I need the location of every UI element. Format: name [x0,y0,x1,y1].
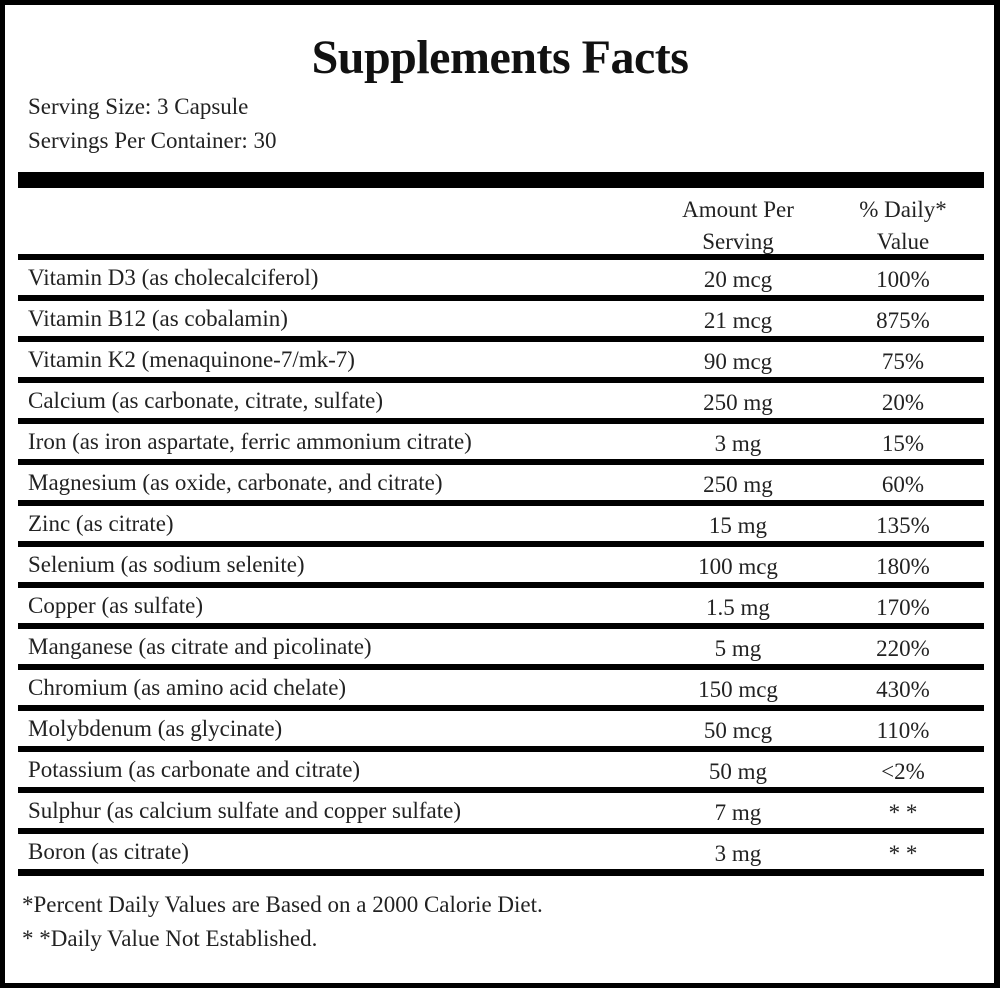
table-row: Molybdenum (as glycinate) 50 mcg 110% [18,705,984,746]
table-row: Vitamin D3 (as cholecalciferol) 20 mcg 100… [18,254,984,295]
amount-header-line2: Serving [702,229,774,254]
nutrient-name: Vitamin B12 (as cobalamin) [28,306,288,331]
nutrient-name: Zinc (as citrate) [28,511,174,536]
nutrient-amount: 20 mcg [703,267,773,292]
table-header: Amount Per Serving % Daily* Value [18,188,984,254]
nutrient-amount: 15 mg [708,513,768,538]
nutrient-daily-value: 100% [876,267,930,292]
nutrient-amount: 7 mg [714,800,762,825]
nutrient-daily-value: <2% [881,759,925,784]
table-row: Iron (as iron aspartate, ferric ammonium… [18,418,984,459]
table-row: Potassium (as carbonate and citrate) 50 m… [18,746,984,787]
serving-size: Serving Size: 3 Capsule [28,94,249,119]
nutrient-name: Manganese (as citrate and picolinate) [28,634,372,659]
nutrient-daily-value: 170% [876,595,930,620]
nutrient-amount: 3 mg [714,431,762,456]
table-row: Vitamin K2 (menaquinone-7/mk-7) 90 mcg 75% [18,336,984,377]
nutrient-name: Boron (as citrate) [28,839,189,864]
servings-per-container: Servings Per Container: 30 [28,128,277,153]
nutrient-amount: 250 mg [703,472,773,497]
thick-divider [18,172,984,188]
nutrient-daily-value: 20% [881,390,925,415]
nutrient-name: Selenium (as sodium selenite) [28,552,305,577]
table-row: Magnesium (as oxide, carbonate, and citr… [18,459,984,500]
footnote-daily-values: *Percent Daily Values are Based on a 200… [22,892,543,917]
footnote-not-established: * *Daily Value Not Established. [22,926,318,951]
nutrient-amount: 150 mcg [698,677,778,702]
nutrient-amount: 5 mg [714,636,762,661]
nutrient-daily-value: 15% [881,431,925,456]
nutrient-name: Magnesium (as oxide, carbonate, and citr… [28,470,443,495]
dv-header-line2: Value [876,229,930,254]
table-row: Calcium (as carbonate, citrate, sulfate)… [18,377,984,418]
nutrient-amount: 50 mcg [703,718,773,743]
nutrient-daily-value: 180% [876,554,930,579]
nutrient-daily-value: 135% [876,513,930,538]
nutrient-amount: 90 mcg [703,349,773,374]
table-row: Chromium (as amino acid chelate) 150 mcg 4… [18,664,984,705]
nutrient-name: Molybdenum (as glycinate) [28,716,283,741]
amount-header-line1: Amount Per [682,197,794,222]
nutrient-daily-value: 875% [876,308,930,333]
nutrient-name: Sulphur (as calcium sulfate and copper s… [28,798,462,823]
nutrient-name: Calcium (as carbonate, citrate, sulfate) [28,388,384,413]
nutrient-amount: 250 mg [703,390,773,415]
dv-header-line1: % Daily* [859,197,947,222]
nutrient-amount: 100 mcg [698,554,778,579]
nutrient-amount: 21 mcg [703,308,773,333]
table-row: Copper (as sulfate) 1.5 mg 170% [18,582,984,623]
table-row: Vitamin B12 (as cobalamin) 21 mcg 875% [18,295,984,336]
nutrient-daily-value: 75% [881,349,925,374]
nutrient-daily-value: * * [888,800,918,825]
nutrient-amount: 3 mg [714,841,762,866]
nutrient-daily-value: 430% [876,677,930,702]
nutrient-daily-value: 110% [876,718,930,743]
nutrient-name: Copper (as sulfate) [28,593,203,618]
table-row: Selenium (as sodium selenite) 100 mcg 180% [18,541,984,582]
nutrient-name: Chromium (as amino acid chelate) [28,675,347,700]
nutrient-table: Amount Per Serving % Daily* Value Vitami… [18,188,984,876]
nutrient-amount: 1.5 mg [706,595,770,620]
nutrient-name: Iron (as iron aspartate, ferric ammonium… [28,429,472,454]
label-title: Supplements Facts [311,31,689,84]
table-row: Manganese (as citrate and picolinate) 5 m… [18,623,984,664]
table-row: Sulphur (as calcium sulfate and copper s… [18,787,984,828]
nutrient-name: Vitamin K2 (menaquinone-7/mk-7) [28,347,355,372]
nutrient-daily-value: 220% [876,636,930,661]
nutrient-name: Vitamin D3 (as cholecalciferol) [28,265,319,290]
table-row: Boron (as citrate) 3 mg * * [18,828,984,876]
nutrient-daily-value: 60% [881,472,925,497]
nutrient-daily-value: * * [888,841,918,866]
nutrient-name: Potassium (as carbonate and citrate) [28,757,361,782]
nutrient-amount: 50 mg [708,759,768,784]
table-row: Zinc (as citrate) 15 mg 135% [18,500,984,541]
